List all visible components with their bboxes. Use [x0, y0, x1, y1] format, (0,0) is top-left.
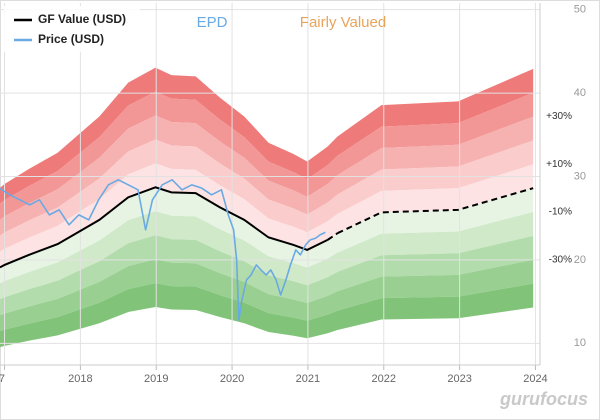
- line: [0, 186, 329, 269]
- band: [0, 163, 534, 268]
- y-tick-label: 10: [574, 337, 586, 349]
- x-tick-label: 2018: [68, 373, 92, 385]
- band: [0, 283, 534, 348]
- bands: [0, 67, 534, 348]
- band-label: +30%: [546, 111, 572, 122]
- band-label: -10%: [549, 207, 572, 218]
- projection-link: [327, 232, 339, 241]
- chart-subtitle: Fairly Valued: [300, 14, 386, 31]
- y-tick-label: 20: [574, 254, 586, 266]
- y-tick-label: 50: [574, 4, 586, 16]
- labels: EPD Fairly Valued gurufocus 10 20 30 40 50 7 2…: [0, 4, 588, 409]
- x-tick-label: 2020: [220, 373, 244, 385]
- band: [0, 67, 534, 204]
- x-tick-label: 2019: [144, 373, 168, 385]
- band: [0, 139, 534, 252]
- x-tick-label: 7: [0, 373, 5, 385]
- band: [0, 187, 534, 284]
- band-label: +10%: [546, 159, 572, 170]
- x-tick-label: 2022: [372, 373, 396, 385]
- x-tick-label: 2023: [447, 373, 471, 385]
- legend-box: [4, 6, 140, 52]
- band: [0, 259, 534, 332]
- line: [0, 179, 326, 321]
- y-tick-label: 30: [574, 170, 586, 182]
- line: [337, 187, 534, 235]
- x-tick-label: 2024: [523, 373, 547, 385]
- band: [0, 115, 534, 236]
- band: [0, 211, 534, 300]
- legend-label: Price (USD): [38, 32, 104, 46]
- band: [0, 91, 534, 220]
- legend-label: GF Value (USD): [38, 12, 126, 26]
- lines: [0, 179, 534, 321]
- grid: [0, 3, 541, 370]
- y-tick-label: 40: [574, 87, 586, 99]
- watermark: gurufocus: [499, 389, 588, 409]
- x-tick-label: 2021: [296, 373, 320, 385]
- chart-title: EPD: [197, 14, 228, 31]
- band-label: -30%: [549, 254, 572, 265]
